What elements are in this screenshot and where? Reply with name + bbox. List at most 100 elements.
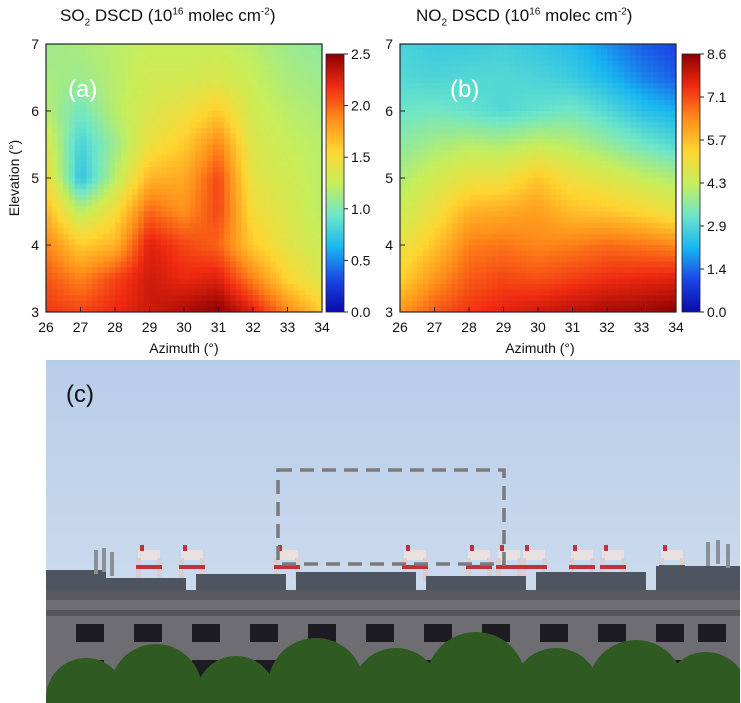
heatmap-a-cell: [92, 88, 99, 95]
heatmap-a-cell: [51, 289, 59, 296]
heatmap-b-cell: [515, 217, 522, 224]
heatmap-a-cell: [184, 245, 191, 252]
heatmap-a-cell: [247, 239, 254, 246]
heatmap-a-cell: [258, 144, 266, 151]
heatmap-a-cell: [270, 49, 277, 56]
heatmap-b-cell: [492, 66, 499, 73]
heatmap-a-cell: [51, 105, 59, 112]
heatmap-b-cell: [595, 77, 602, 84]
heatmap-a-cell: [80, 272, 87, 280]
heatmap-b-cell: [423, 99, 430, 107]
heatmap-a-cell: [310, 194, 317, 201]
heatmap-a-cell: [57, 77, 64, 84]
heatmap-a-cell: [270, 105, 277, 112]
heatmap-a-cell: [143, 289, 151, 296]
heatmap-a-cell: [247, 122, 254, 129]
heatmap-b-cell: [624, 178, 631, 185]
heatmap-b-cell: [434, 55, 441, 62]
heatmap-a-cell: [115, 49, 122, 56]
heatmap-b-cell: [624, 77, 631, 84]
heatmap-b-cell: [417, 94, 424, 101]
heatmap-b-cell: [658, 155, 666, 162]
heatmap-a-cell: [120, 161, 128, 168]
heatmap-a-cell: [126, 88, 133, 95]
heatmap-a-cell: [201, 60, 208, 67]
heatmap-b-cell: [463, 150, 470, 157]
chart-b-x-tick-label: 27: [427, 319, 443, 335]
heatmap-a-cell: [247, 189, 254, 196]
heatmap-a-cell: [97, 166, 105, 174]
heatmap-b-cell: [543, 183, 551, 190]
heatmap-a-cell: [161, 172, 168, 179]
heatmap-a-cell: [46, 278, 53, 285]
heatmap-a-cell: [51, 189, 59, 196]
heatmap-b-cell: [549, 122, 556, 129]
heatmap-a-cell: [155, 127, 162, 134]
heatmap-a-cell: [126, 144, 133, 151]
heatmap-a-cell: [97, 88, 105, 95]
heatmap-b-cell: [635, 233, 643, 241]
heatmap-a-cell: [235, 127, 243, 134]
heatmap-b-cell: [584, 289, 591, 296]
heatmap-a-cell: [103, 267, 110, 274]
heatmap-a-cell: [276, 189, 283, 196]
heatmap-b-cell: [532, 183, 539, 190]
heatmap-a-cell: [264, 49, 271, 56]
heatmap-a-cell: [161, 161, 168, 168]
heatmap-a-cell: [299, 178, 306, 185]
heatmap-a-cell: [138, 278, 145, 285]
heatmap-a-cell: [264, 233, 271, 241]
heatmap-b-cell: [589, 166, 597, 174]
heatmap-a-cell: [241, 250, 248, 257]
heatmap-a-cell: [276, 211, 283, 218]
heatmap-a-cell: [120, 99, 128, 107]
heatmap-b-cell: [474, 183, 482, 190]
heatmap-a-cell: [126, 66, 133, 73]
heatmap-b-cell: [486, 111, 493, 118]
heatmap-b-cell: [446, 278, 453, 285]
heatmap-b-cell: [446, 194, 453, 201]
heatmap-a-cell: [281, 133, 289, 140]
heatmap-b-cell: [446, 99, 453, 107]
heatmap-b-cell: [469, 284, 476, 291]
heatmap-a-cell: [201, 88, 208, 95]
heatmap-a-cell: [212, 111, 220, 118]
heatmap-a-cell: [74, 161, 82, 168]
heatmap-b-cell: [647, 166, 654, 174]
heatmap-a-cell: [247, 44, 254, 51]
heatmap-b-cell: [566, 205, 574, 213]
heatmap-a-cell: [247, 250, 254, 257]
heatmap-b-cell: [463, 300, 470, 308]
heatmap-b-cell: [612, 295, 620, 302]
heatmap-b-cell: [428, 44, 436, 51]
heatmap-a-cell: [276, 295, 283, 302]
heatmap-b-cell: [463, 228, 470, 235]
heatmap-a-cell: [230, 222, 237, 229]
heatmap-a-cell: [281, 239, 289, 246]
heatmap-b-cell: [635, 99, 643, 107]
heatmap-b-cell: [469, 261, 476, 268]
heatmap-a-cell: [224, 306, 231, 312]
heatmap-b-cell: [543, 133, 551, 140]
heatmap-b-cell: [601, 261, 608, 268]
heatmap-b-cell: [503, 272, 510, 280]
heatmap-b-cell: [561, 194, 568, 201]
heatmap-b-cell: [670, 194, 676, 201]
heatmap-a-cell: [281, 105, 289, 112]
heatmap-a-cell: [172, 55, 179, 62]
heatmap-b-cell: [492, 105, 499, 112]
heatmap-a-cell: [109, 284, 116, 291]
heatmap-b-cell: [526, 300, 533, 308]
heatmap-b-cell: [670, 250, 676, 257]
heatmap-b-cell: [457, 300, 464, 308]
heatmap-b-cell: [641, 306, 648, 312]
heatmap-a-cell: [281, 300, 289, 308]
heatmap-b-cell: [417, 300, 424, 308]
heatmap-a-cell: [224, 256, 231, 263]
heatmap-a-cell: [201, 239, 208, 246]
heatmap-b-cell: [423, 222, 430, 229]
heatmap-a-cell: [293, 306, 300, 312]
heatmap-b-cell: [612, 278, 620, 285]
heatmap-a-cell: [310, 189, 317, 196]
heatmap-b-cell: [566, 77, 574, 84]
